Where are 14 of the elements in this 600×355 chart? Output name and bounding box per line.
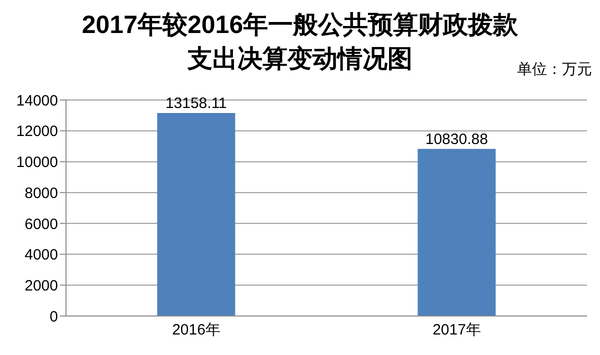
y-tick-label: 2000 — [24, 277, 58, 294]
data-label: 13158.11 — [165, 94, 227, 112]
y-tick-label: 14000 — [16, 92, 58, 110]
x-tick-label: 2017年 — [432, 322, 481, 339]
data-label: 10830.88 — [425, 130, 488, 148]
y-tick-label: 10000 — [16, 154, 58, 172]
chart-title: 2017年较2016年一般公共预算财政拨款支出决算变动情况图 — [82, 11, 518, 73]
y-tick-label: 0 — [50, 308, 58, 326]
x-tick-label: 2016年 — [172, 322, 220, 339]
y-tick-label: 6000 — [24, 216, 58, 233]
text: 单位：万元 — [517, 60, 592, 79]
y-tick-label: 8000 — [24, 184, 58, 202]
y-tick-label: 12000 — [16, 123, 58, 140]
y-tick-label: 4000 — [24, 246, 58, 264]
